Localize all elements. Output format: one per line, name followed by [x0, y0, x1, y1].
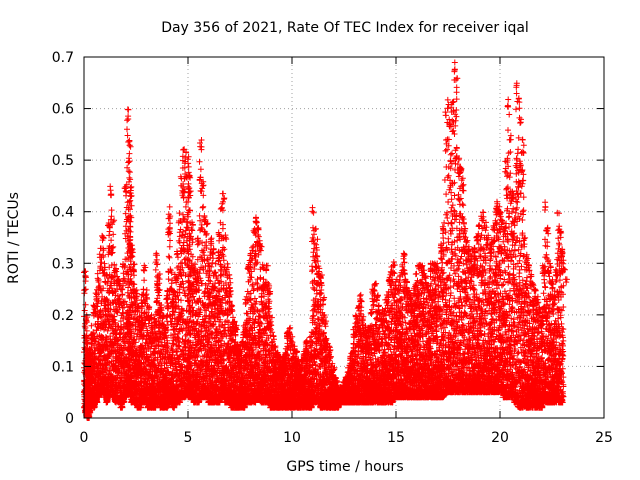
axis-ticks: 0 0.1 0.2 0.3 0.4 0.5 0.6 0.7 0 5 10 15 20 25	[52, 50, 613, 446]
y-tick-label: 0.5	[52, 153, 74, 169]
x-tick-label: 10	[283, 430, 301, 446]
x-tick-label: 0	[80, 430, 89, 446]
data-points	[81, 60, 570, 421]
y-tick-label: 0.3	[52, 256, 74, 272]
x-tick-label: 20	[491, 430, 509, 446]
x-axis-label: GPS time / hours	[286, 459, 403, 475]
data-point-cluster	[562, 276, 570, 286]
y-tick-label: 0	[65, 411, 74, 427]
chart-title: Day 356 of 2021, Rate Of TEC Index for r…	[161, 20, 529, 36]
y-tick-label: 0.6	[52, 102, 74, 118]
x-tick-label: 5	[184, 430, 193, 446]
y-tick-label: 0.7	[52, 50, 74, 66]
x-tick-label: 15	[387, 430, 405, 446]
y-tick-label: 0.1	[52, 359, 74, 375]
x-tick-label: 25	[595, 430, 613, 446]
data-point-cluster	[558, 246, 567, 406]
plot-frame	[83, 56, 605, 419]
y-tick-label: 0.2	[52, 308, 74, 324]
y-axis-label: ROTI / TECUs	[6, 192, 22, 284]
y-tick-label: 0.4	[52, 205, 74, 221]
data-point-cluster	[560, 266, 568, 273]
